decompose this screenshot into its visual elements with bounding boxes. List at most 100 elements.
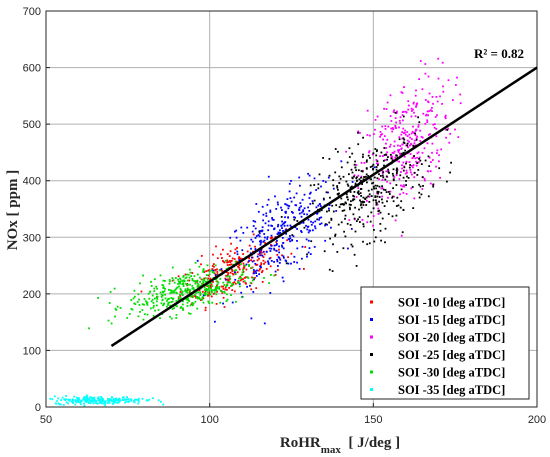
data-point [359, 204, 362, 207]
data-point [392, 152, 395, 155]
data-point [309, 192, 311, 195]
data-point [412, 108, 414, 111]
data-point [345, 193, 348, 196]
data-point [188, 268, 191, 271]
data-point [384, 178, 387, 181]
data-point [78, 401, 81, 404]
data-point [354, 182, 357, 185]
data-point [287, 262, 290, 265]
data-point [276, 260, 279, 263]
data-point [430, 161, 432, 163]
data-point [381, 125, 384, 128]
data-point [187, 288, 190, 291]
data-point [370, 211, 373, 214]
data-point [290, 252, 293, 255]
series-soi-20-deg-atdc- [338, 57, 462, 237]
data-point [212, 281, 214, 283]
data-point [318, 203, 321, 205]
data-point [332, 179, 335, 181]
data-point [201, 283, 203, 285]
y-axis-label: NOx [ ppm ] [5, 170, 21, 250]
data-point [182, 282, 185, 284]
data-point [395, 172, 398, 175]
data-point [356, 191, 359, 194]
data-point [310, 220, 312, 223]
data-point [398, 119, 401, 122]
data-point [400, 171, 402, 173]
data-point [414, 94, 417, 97]
data-point [394, 219, 397, 222]
data-point [214, 320, 216, 323]
data-point [398, 178, 401, 180]
data-point [417, 116, 419, 119]
data-point [238, 256, 241, 258]
data-point [100, 395, 102, 398]
data-point [285, 232, 287, 235]
data-point [408, 133, 411, 136]
data-point [328, 158, 331, 160]
data-point [269, 256, 272, 259]
data-point [327, 191, 329, 194]
data-point [365, 196, 368, 199]
data-point [348, 173, 350, 176]
data-point [268, 257, 271, 260]
data-point [143, 313, 146, 316]
data-point [253, 270, 255, 273]
data-point [384, 241, 386, 244]
data-point [340, 197, 343, 200]
data-point [202, 281, 205, 283]
data-point [353, 253, 356, 256]
data-point [191, 279, 194, 282]
data-point [371, 165, 374, 168]
data-point [156, 300, 158, 303]
data-point [390, 127, 393, 130]
data-point [394, 117, 397, 119]
data-point [398, 160, 400, 163]
data-point [284, 211, 287, 213]
data-point [262, 213, 265, 216]
data-point [226, 264, 229, 266]
data-point [271, 236, 273, 239]
data-point [281, 223, 284, 226]
data-point [284, 203, 287, 205]
data-point [261, 229, 264, 232]
data-point [276, 243, 278, 245]
data-point [127, 398, 129, 401]
data-point [162, 279, 165, 282]
data-point [383, 154, 386, 156]
data-point [170, 291, 173, 294]
data-point [256, 269, 258, 272]
data-point [392, 127, 394, 130]
data-point [314, 227, 317, 230]
data-point [303, 213, 306, 215]
data-point [278, 248, 280, 251]
data-point [395, 205, 398, 207]
data-point [208, 273, 211, 276]
data-point [222, 302, 224, 305]
data-point [415, 138, 418, 141]
data-point [186, 305, 189, 307]
data-point [414, 132, 416, 135]
data-point [145, 302, 148, 305]
data-point [420, 193, 423, 196]
data-point [393, 140, 396, 143]
data-point [133, 295, 136, 298]
data-point [157, 309, 160, 311]
data-point [179, 307, 182, 309]
data-point [254, 270, 257, 273]
data-point [379, 211, 382, 214]
data-point [191, 278, 194, 280]
data-point [348, 206, 351, 209]
data-point [254, 245, 256, 248]
data-point [305, 224, 307, 227]
data-point [169, 289, 172, 292]
data-point [381, 201, 384, 204]
data-point [234, 248, 237, 251]
data-point [353, 175, 355, 178]
data-point [381, 170, 384, 172]
data-point [255, 203, 258, 205]
data-point [427, 155, 430, 158]
data-point [130, 308, 133, 310]
data-point [171, 298, 174, 300]
data-point [392, 178, 395, 181]
